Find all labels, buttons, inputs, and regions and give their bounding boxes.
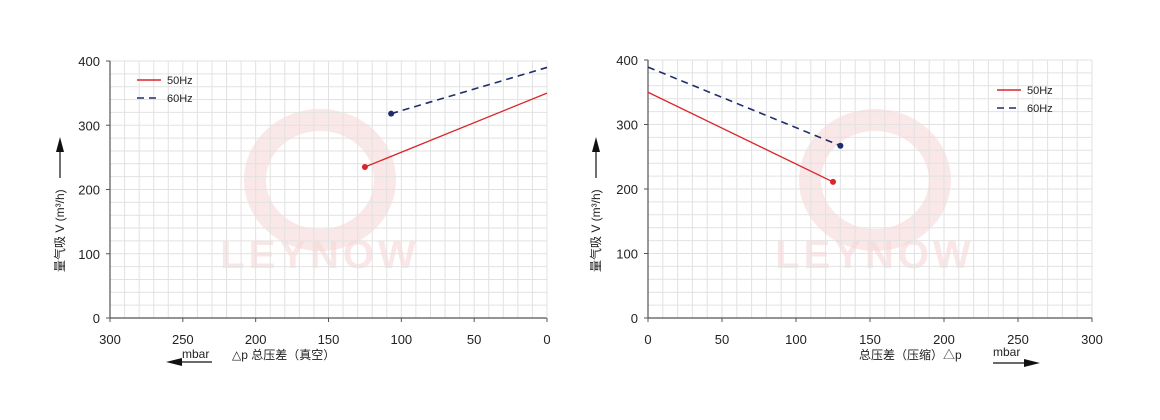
watermark-logo — [799, 109, 951, 251]
y-tick-label: 300 — [78, 118, 100, 133]
x-unit-label: mbar — [182, 347, 209, 361]
x-tick-label: 200 — [933, 332, 955, 347]
series-line-50Hz — [647, 91, 834, 183]
x-tick-label: 300 — [99, 332, 121, 347]
y-arrow-head-icon — [592, 137, 600, 152]
x-unit-label: mbar — [993, 345, 1020, 359]
legend-label-60Hz: 60Hz — [1027, 103, 1053, 115]
y-tick-label: 100 — [78, 247, 100, 262]
y-axis-label: 量气吸 V (m³/h) — [588, 189, 603, 272]
x-tick-label: 50 — [715, 332, 729, 347]
y-arrow-head-icon — [56, 137, 64, 152]
y-tick-label: 200 — [78, 183, 100, 198]
chart-1: LEYNOW 300 250 200 150 100 50 0 0 100 200 300 400 量气吸… — [52, 54, 551, 366]
legend-label-50Hz: 50Hz — [1027, 85, 1053, 97]
x-tick-label: 50 — [467, 332, 481, 347]
y-tick-label: 300 — [616, 118, 638, 133]
x-tick-label: 200 — [245, 332, 267, 347]
series-endpoint-50Hz — [361, 164, 368, 171]
series-line-50Hz — [364, 92, 548, 168]
series-line-60Hz — [647, 66, 841, 147]
y-tick-label: 400 — [616, 53, 638, 68]
y-tick-label: 0 — [93, 311, 100, 326]
x-tick-label: 150 — [318, 332, 340, 347]
x-tick-label: 0 — [543, 332, 550, 347]
chart-2: LEYNOW 0 50 100 150 200 250 300 0 100 200 300 400 量气吸… — [588, 53, 1103, 367]
x-tick-label: 100 — [390, 332, 412, 347]
y-axis-label: 量气吸 V (m³/h) — [52, 189, 67, 272]
y-tick-label: 0 — [631, 311, 638, 326]
y-tick-label: 400 — [78, 54, 100, 69]
watermark-text: LEYNOW — [775, 233, 975, 277]
series-endpoint-60Hz — [837, 142, 844, 149]
watermark-text: LEYNOW — [220, 233, 420, 277]
x-axis-label: △p 总压差（真空） — [232, 348, 335, 362]
series-endpoint-50Hz — [830, 178, 836, 185]
y-tick-label: 200 — [616, 182, 638, 197]
x-arrow-head-icon — [1024, 359, 1040, 367]
y-tick-label: 100 — [616, 247, 638, 262]
x-tick-label: 250 — [172, 332, 194, 347]
x-tick-label: 300 — [1081, 332, 1103, 347]
legend-label-60Hz: 60Hz — [167, 93, 193, 105]
x-arrow-head-icon — [166, 358, 182, 366]
x-tick-label: 150 — [859, 332, 881, 347]
x-tick-label: 100 — [785, 332, 807, 347]
x-tick-label: 250 — [1007, 332, 1029, 347]
series-line-60Hz — [390, 66, 548, 115]
x-axis-label: 总压差（压缩）△p — [859, 347, 962, 362]
x-tick-label: 0 — [644, 332, 651, 347]
watermark-logo — [244, 109, 396, 251]
legend-label-50Hz: 50Hz — [167, 75, 193, 87]
series-endpoint-60Hz — [388, 110, 395, 117]
